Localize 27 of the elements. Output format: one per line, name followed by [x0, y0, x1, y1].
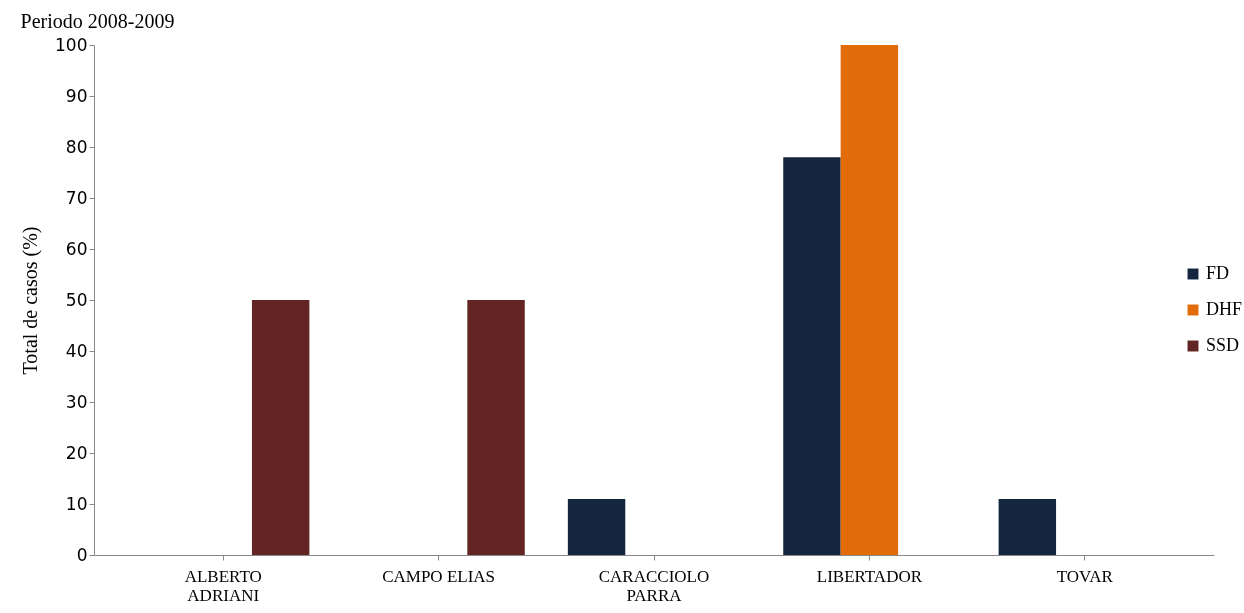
x-tick-label: CARACCIOLO PARRA [598, 566, 710, 605]
y-tick-label: 100 [55, 34, 88, 55]
bar [467, 300, 525, 555]
bar [567, 498, 626, 555]
y-tick-label: 90 [65, 85, 88, 106]
y-tick-label: 30 [65, 391, 88, 412]
y-tick-label: 50 [65, 289, 88, 310]
y-tick-label: 10 [65, 493, 88, 514]
x-tick-label: CAMPO ELIAS [382, 566, 496, 586]
y-axis-title: Total de casos (%) [19, 226, 43, 375]
legend-label: SSD [1206, 335, 1240, 355]
bar [998, 498, 1057, 555]
y-tick-label: 20 [65, 442, 88, 463]
legend-label: DHF [1206, 299, 1243, 319]
bar [251, 300, 310, 555]
x-tick-label: ALBERTO ADRIANI [184, 566, 262, 605]
y-tick-label: 70 [65, 187, 88, 208]
bar [783, 157, 841, 555]
y-tick-label: 40 [65, 340, 88, 361]
y-tick-label: 80 [65, 136, 88, 157]
chart-title: Periodo 2008-2009 [20, 10, 175, 32]
y-tick-label: 0 [76, 544, 88, 565]
y-tick-label: 60 [65, 238, 88, 259]
bar [840, 45, 899, 555]
x-tick-label: TOVAR [1056, 566, 1114, 586]
x-tick-label: LIBERTADOR [816, 566, 923, 586]
legend-label: FD [1206, 263, 1230, 283]
